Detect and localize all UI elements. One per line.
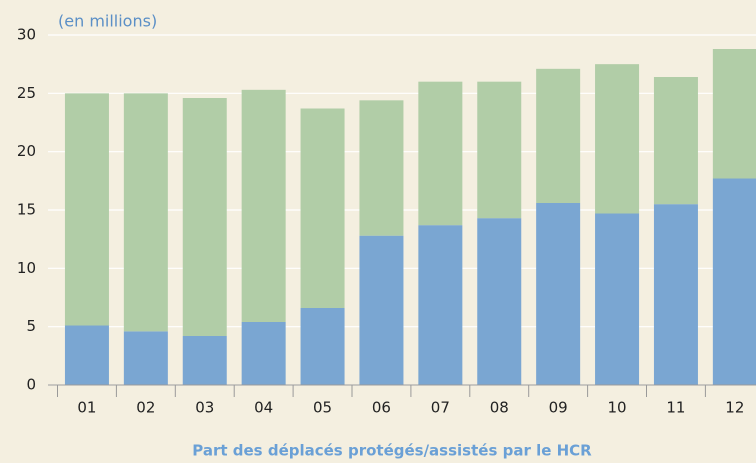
- bar-segment: [418, 81, 463, 226]
- x-tick-label: 12: [725, 399, 744, 417]
- x-tick-label: 03: [195, 399, 214, 417]
- bar-segment: [359, 235, 404, 385]
- bar-segment: [477, 218, 522, 385]
- unit-label: (en millions): [58, 12, 157, 31]
- x-axis-label: Part des déplacés protégés/assistés par …: [192, 442, 592, 460]
- bar-segment: [300, 108, 345, 308]
- bar-segment: [595, 213, 640, 385]
- bar-segment: [359, 100, 404, 236]
- bar-segment: [182, 336, 227, 385]
- bar-segment: [595, 64, 640, 214]
- x-tick-label: 09: [549, 399, 568, 417]
- y-tick-label: 10: [17, 259, 36, 277]
- bar-segment: [712, 178, 756, 385]
- bar-segment: [241, 322, 286, 385]
- y-tick-label: 20: [17, 142, 36, 160]
- x-tick-label: 01: [77, 399, 96, 417]
- x-tick-label: 05: [313, 399, 332, 417]
- bar-segment: [123, 93, 168, 332]
- bar-segment: [653, 77, 698, 205]
- y-tick-label: 0: [26, 376, 36, 394]
- y-tick-label: 5: [26, 317, 36, 335]
- x-tick-label: 08: [490, 399, 509, 417]
- bar-segment: [123, 331, 168, 385]
- bar-segment: [241, 89, 286, 322]
- bar-segment: [182, 98, 227, 336]
- x-tick-label: 04: [254, 399, 273, 417]
- bar-segment: [64, 93, 109, 326]
- bar-segment: [64, 325, 109, 385]
- x-tick-label: 07: [431, 399, 450, 417]
- x-tick-label: 06: [372, 399, 391, 417]
- x-tick-label: 02: [136, 399, 155, 417]
- bar-segment: [653, 204, 698, 385]
- bar-segment: [300, 308, 345, 385]
- bar-segment: [712, 49, 756, 179]
- y-tick-label: 30: [17, 26, 36, 44]
- y-tick-label: 15: [17, 201, 36, 219]
- bar-segment: [536, 68, 581, 203]
- bar-segment: [536, 203, 581, 385]
- bar-segment: [477, 81, 522, 219]
- x-tick-label: 10: [608, 399, 627, 417]
- x-tick-label: 11: [666, 399, 685, 417]
- bar-segment: [418, 225, 463, 385]
- y-tick-label: 25: [17, 84, 36, 102]
